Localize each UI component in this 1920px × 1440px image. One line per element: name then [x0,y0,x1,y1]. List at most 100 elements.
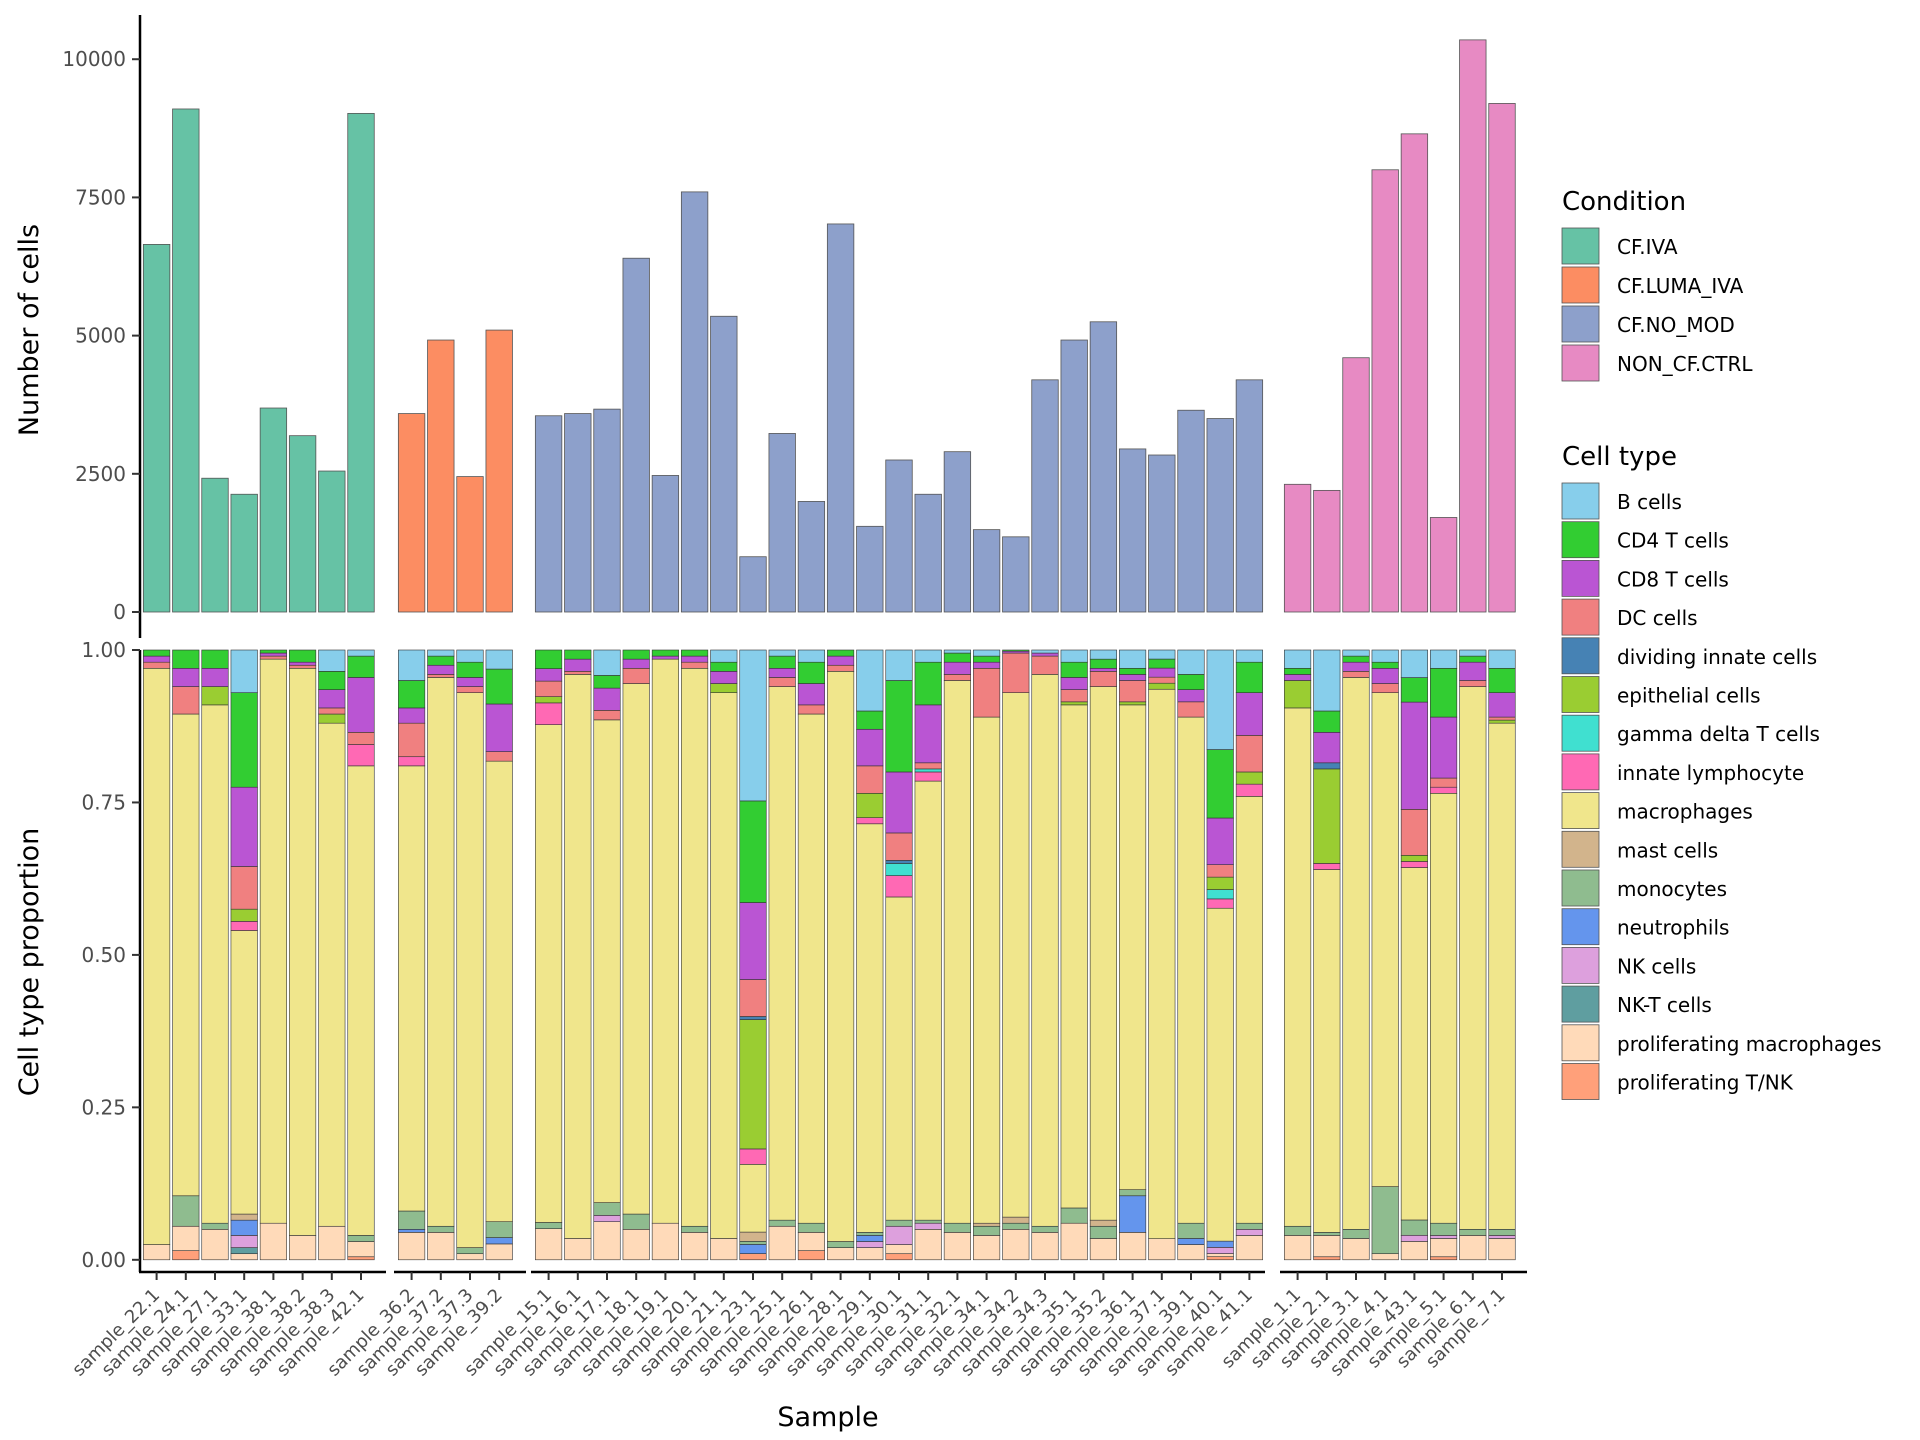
proportion-segment-sample_28.1-macrophages [827,671,855,1242]
proportion-segment-sample_39.2-macrophages [485,760,513,1222]
proportion-segment-sample_33.1-mast-cells [230,1213,258,1221]
cell-count-panel: 0 2500 5000 7500 10000 [62,15,1516,638]
proportion-segment-sample_42.1-proliferating-T-NK [347,1256,375,1261]
proportion-segment-sample_39.1-B-cells [1177,649,1205,675]
proportion-segment-sample_34.1-monocytes [973,1225,1001,1236]
count-bar-sample_34.1 [972,529,1001,613]
y-tick-label-proportion: 1.00 [81,638,126,662]
proportion-segment-sample_2.1-proliferating-T-NK [1313,1256,1341,1261]
proportion-segment-sample_32.1-DC-cells [943,674,971,681]
count-bar-sample_35.1 [1060,339,1088,613]
proportion-segment-sample_39.1-monocytes [1177,1222,1205,1239]
cell-type-legend-label: DC cells [1617,606,1698,630]
count-bar-sample_6.1 [1459,39,1487,613]
count-bar-sample_20.1 [680,191,709,613]
count-bar-sample_33.1 [230,493,258,613]
proportion-segment-sample_2.1-CD8-T-cells [1313,732,1341,764]
proportion-segment-sample_43.1-B-cells [1400,649,1428,678]
proportion-segment-sample_37.1-CD8-T-cells [1148,667,1176,678]
proportion-segment-sample_42.1-macrophages [347,765,375,1236]
proportion-segment-sample_1.1-CD4-T-cells [1284,667,1312,675]
proportion-segment-sample_37.2-CD4-T-cells [427,655,455,666]
proportion-segment-sample_25.1-proliferating-macrophages [768,1225,796,1261]
cell-type-legend-key [1561,714,1600,752]
proportion-segment-sample_28.1-CD4-T-cells [827,649,855,657]
proportion-segment-sample_25.1-monocytes [768,1219,796,1227]
proportion-segment-sample_33.1-macrophages [230,930,258,1215]
proportion-segment-sample_36.1-CD4-T-cells [1119,667,1147,675]
proportion-segment-sample_31.1-macrophages [914,780,942,1221]
proportion-segment-sample_3.1-CD8-T-cells [1342,661,1370,672]
proportion-segment-sample_5.1-B-cells [1430,649,1458,669]
proportion-segment-sample_20.1-proliferating-macrophages [681,1232,709,1261]
proportion-segment-sample_3.1-B-cells [1342,649,1370,657]
count-bar-sample_15.1 [534,415,563,613]
proportion-segment-sample_26.1-macrophages [797,713,825,1224]
y-tick-label-proportion: 0.25 [81,1095,126,1119]
proportion-segment-sample_33.1-DC-cells [230,866,258,910]
proportion-segment-sample_41.1-CD4-T-cells [1235,661,1263,693]
proportion-segment-sample_43.1-CD8-T-cells [1400,701,1428,810]
proportion-segment-sample_22.1-proliferating-macrophages [143,1244,171,1261]
proportion-segment-sample_33.1-NK-cells [230,1235,258,1248]
cell-type-legend-key [1561,1063,1600,1100]
proportion-segment-sample_24.1-CD4-T-cells [172,649,200,669]
proportion-segment-sample_35.1-CD4-T-cells [1060,661,1088,678]
proportion-segment-sample_36.1-macrophages [1119,704,1147,1190]
proportion-segment-sample_5.1-NK-cells [1430,1235,1458,1239]
proportion-segment-sample_15.1-epithelial-cells [535,696,563,704]
proportion-segment-sample_30.1-NK-cells [885,1225,913,1245]
cell-type-legend-key [1561,637,1600,675]
proportion-segment-sample_36.2-CD4-T-cells [398,680,426,709]
proportion-segment-sample_26.1-monocytes [797,1222,825,1233]
count-bar-sample_43.1 [1400,133,1429,613]
proportion-segment-sample_26.1-CD4-T-cells [797,661,825,684]
proportion-segment-sample_43.1-monocytes [1400,1219,1428,1236]
proportion-segment-sample_32.1-proliferating-macrophages [943,1232,971,1261]
proportion-segment-sample_25.1-CD4-T-cells [768,655,796,669]
count-bar-sample_42.1 [347,112,375,613]
count-bar-sample_22.1 [142,244,171,613]
proportion-segment-sample_3.1-CD4-T-cells [1342,655,1370,663]
proportion-segment-sample_36.1-CD8-T-cells [1119,674,1147,681]
proportion-segment-sample_37.3-B-cells [456,649,484,663]
proportion-segment-sample_39.2-monocytes [485,1221,513,1238]
proportion-segment-sample_42.1-B-cells [347,649,375,657]
cell-proportion-panel: 0.00 0.25 0.50 0.75 1.00 [81,638,1527,1274]
proportion-segment-sample_42.1-CD4-T-cells [347,655,375,678]
proportion-segment-sample_41.1-CD8-T-cells [1235,692,1263,736]
proportion-segment-sample_35.2-B-cells [1089,649,1117,660]
proportion-segment-sample_43.1-proliferating-macrophages [1400,1241,1428,1261]
cell-type-legend-key [1561,560,1600,597]
proportion-segment-sample_33.1-NK-T-cells [230,1247,258,1255]
proportion-segment-sample_34.1-mast-cells [973,1222,1001,1227]
cell-type-legend-label: proliferating macrophages [1617,1032,1882,1056]
proportion-segment-sample_39.2-B-cells [485,649,513,670]
proportion-segment-sample_23.1-proliferating-T-NK [739,1253,767,1261]
proportion-segment-sample_18.1-CD4-T-cells [622,649,650,660]
proportion-segment-sample_36.1-monocytes [1119,1189,1147,1197]
proportion-segment-sample_36.2-macrophages [398,765,426,1212]
proportion-segment-sample_43.1-NK-cells [1400,1234,1428,1242]
count-bar-sample_29.1 [856,525,884,613]
proportion-segment-sample_23.1-epithelial-cells [739,1019,767,1150]
proportion-segment-sample_32.1-CD4-T-cells [943,652,971,663]
proportion-segment-sample_17.1-CD8-T-cells [593,687,621,711]
proportion-segment-sample_25.1-CD8-T-cells [768,667,796,678]
proportion-segment-sample_23.1-dividing-innate-cells [739,1016,767,1020]
proportion-segment-sample_31.1-innate-lymphocyte [914,771,942,782]
proportion-segment-sample_3.1-macrophages [1342,677,1370,1230]
proportion-segment-sample_20.1-monocytes [681,1225,709,1233]
proportion-segment-sample_36.1-neutrophils [1119,1195,1147,1233]
proportion-segment-sample_37.1-DC-cells [1148,676,1176,684]
cell-type-legend-label: mast cells [1617,838,1718,862]
proportion-segment-sample_26.1-DC-cells [797,704,825,715]
proportion-segment-sample_23.1-neutrophils [739,1244,767,1254]
proportion-segment-sample_35.1-B-cells [1060,649,1088,663]
count-bar-sample_34.3 [1031,379,1059,613]
proportion-segment-sample_36.1-DC-cells [1119,680,1147,703]
proportion-segment-sample_32.1-B-cells [943,649,971,654]
proportion-segment-sample_35.2-monocytes [1089,1225,1117,1239]
proportion-segment-sample_30.1-monocytes [885,1219,913,1227]
proportion-segment-sample_15.1-CD8-T-cells [535,668,563,682]
